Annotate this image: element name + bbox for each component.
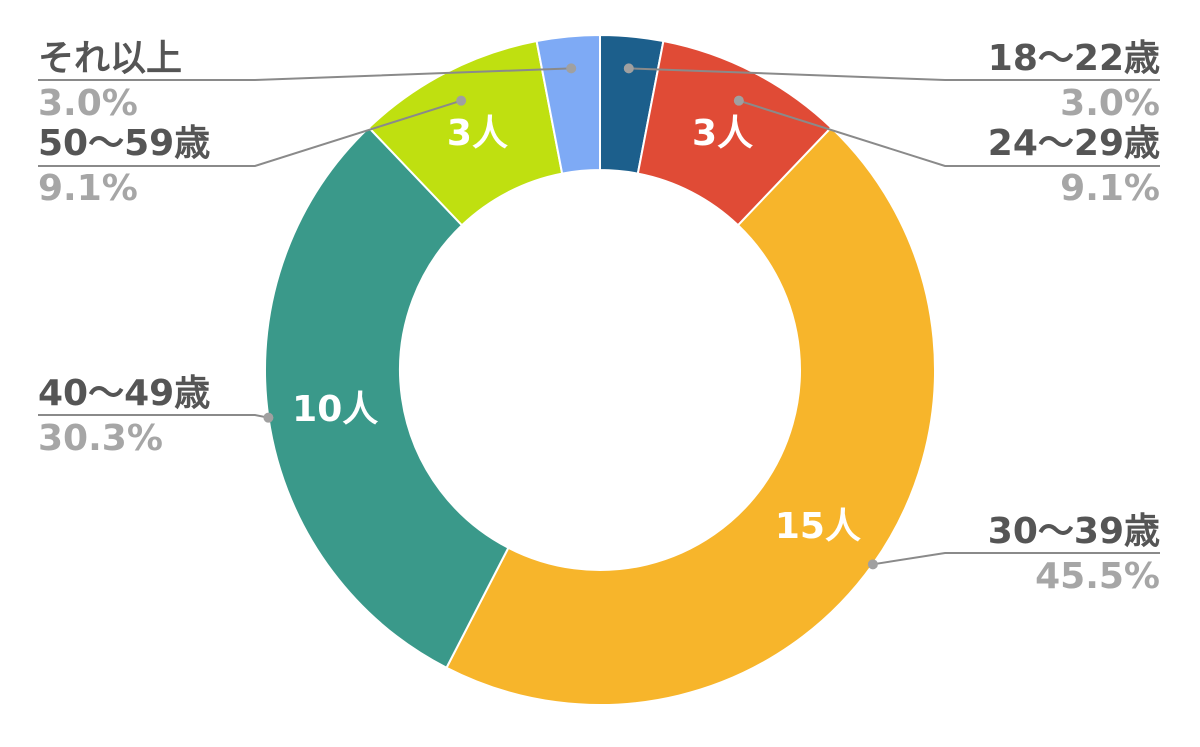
slice-value-label: 3人 — [692, 113, 753, 154]
leader-line — [38, 67, 572, 81]
leader-line — [628, 67, 1160, 81]
category-label: 30〜39歳 — [988, 511, 1160, 552]
percent-label: 30.3% — [38, 418, 163, 459]
leader-dot — [263, 412, 274, 423]
percent-label: 9.1% — [38, 168, 138, 209]
percent-label: 45.5% — [1035, 556, 1160, 597]
slice-value-label: 10人 — [292, 389, 378, 430]
leader-dot — [566, 63, 577, 74]
category-label: 18〜22歳 — [988, 38, 1160, 79]
slice-value-label: 3人 — [447, 113, 508, 154]
leader-line — [872, 552, 1160, 566]
leader-dot — [623, 63, 634, 74]
leader-dot — [456, 95, 467, 106]
category-label: それ以上 — [38, 38, 182, 79]
category-label: 40〜49歳 — [38, 373, 210, 414]
donut-slice — [264, 126, 510, 670]
percent-label: 9.1% — [1060, 168, 1160, 209]
percent-label: 3.0% — [38, 83, 138, 124]
slice-value-label: 15人 — [775, 506, 861, 547]
category-label: 50〜59歳 — [38, 123, 210, 164]
leader-lines-layer — [38, 63, 1160, 570]
leader-line — [38, 99, 462, 167]
leader-dot — [733, 95, 744, 106]
slices-layer — [264, 33, 936, 706]
category-label: 24〜29歳 — [988, 123, 1160, 164]
percent-label: 3.0% — [1060, 83, 1160, 124]
donut-slice — [445, 126, 936, 706]
leader-line — [738, 99, 1160, 167]
leader-dot — [867, 559, 878, 570]
